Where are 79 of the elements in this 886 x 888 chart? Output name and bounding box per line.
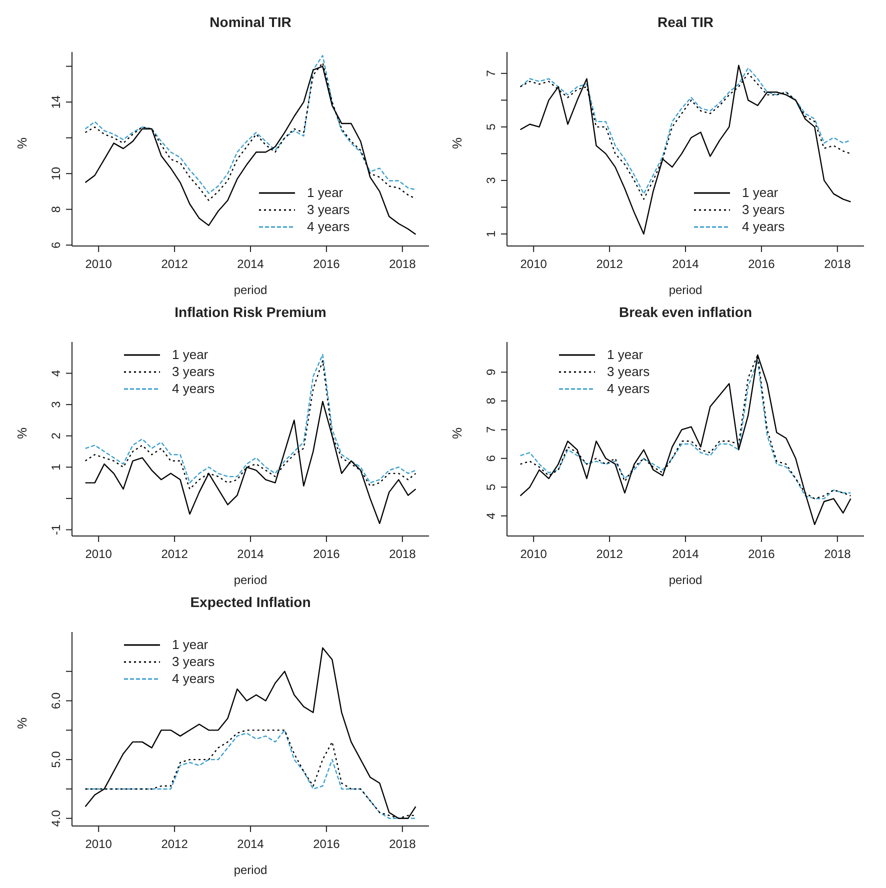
- x-tick-label: 2014: [237, 547, 264, 561]
- x-tick-label: 2018: [389, 837, 416, 851]
- x-tick-label: 2010: [520, 547, 548, 561]
- x-tick-label: 2010: [85, 837, 112, 851]
- y-tick-label: 1: [49, 464, 63, 471]
- chart-title: Nominal TIR: [208, 14, 292, 30]
- x-tick-label: 2014: [672, 547, 700, 561]
- y-axis-title: %: [450, 427, 465, 439]
- x-axis-title: period: [234, 573, 268, 587]
- y-tick-label: 8: [49, 206, 63, 213]
- legend-label: 1 year: [742, 185, 778, 200]
- y-tick-label: 4: [484, 512, 498, 520]
- y-tick-label: 3: [49, 400, 63, 408]
- y-tick-label: 10: [49, 166, 63, 180]
- y-axis-title: %: [14, 717, 30, 729]
- x-tick-label: 2016: [313, 547, 340, 561]
- legend-label: 3 years: [742, 202, 785, 217]
- y-tick-label: 1: [484, 230, 498, 238]
- x-tick-label: 2016: [313, 837, 340, 851]
- x-tick-label: 2014: [672, 257, 700, 271]
- x-tick-label: 2010: [85, 257, 112, 271]
- y-tick-label: 7: [484, 426, 498, 434]
- legend-label: 4 years: [607, 381, 650, 396]
- y-axis-title: %: [450, 137, 465, 149]
- x-tick-label: 2014: [237, 837, 264, 851]
- x-tick-label: 2010: [520, 257, 548, 271]
- x-tick-label: 2012: [161, 257, 188, 271]
- y-tick-label: 5: [484, 483, 498, 490]
- x-tick-label: 2012: [161, 837, 188, 851]
- line-series: [520, 64, 852, 235]
- y-tick-label: 2: [49, 432, 63, 440]
- legend-label: 3 years: [172, 654, 215, 669]
- legend-label: 1 year: [607, 347, 644, 362]
- x-tick-label: 2016: [748, 257, 776, 271]
- legend-label: 4 years: [307, 219, 350, 234]
- x-tick-label: 2018: [389, 547, 416, 561]
- x-axis-title: period: [234, 863, 268, 877]
- y-tick-label: 14: [49, 95, 63, 109]
- y-tick-label: 4: [49, 370, 63, 377]
- chart-title: Inflation Risk Premium: [174, 304, 328, 320]
- x-tick-label: 2018: [389, 257, 416, 271]
- x-tick-label: 2018: [824, 547, 852, 561]
- y-tick-label: 6: [49, 241, 63, 248]
- legend-label: 1 year: [172, 347, 208, 362]
- x-tick-label: 2012: [596, 257, 624, 271]
- y-tick-label: 6: [484, 454, 498, 462]
- x-tick-label: 2016: [748, 547, 776, 561]
- chart-title: Expected Inflation: [189, 594, 312, 610]
- x-axis-title: period: [668, 573, 702, 587]
- x-tick-label: 2010: [85, 547, 112, 561]
- y-axis-title: %: [14, 137, 30, 149]
- y-tick-label: 9: [484, 368, 498, 376]
- legend-label: 4 years: [742, 219, 785, 234]
- x-axis-title: period: [668, 283, 702, 297]
- y-tick-label: 5.0: [49, 750, 63, 768]
- chart-title: Real TIR: [656, 14, 714, 30]
- y-tick-label: 8: [484, 397, 498, 404]
- legend-label: 3 years: [607, 364, 650, 379]
- legend-label: 3 years: [172, 364, 215, 379]
- y-axis-title: %: [14, 427, 30, 439]
- line-series: [84, 66, 416, 235]
- x-tick-label: 2016: [313, 257, 340, 271]
- legend-label: 4 years: [172, 671, 215, 686]
- x-tick-label: 2012: [596, 547, 624, 561]
- y-tick-label: -1: [49, 524, 63, 536]
- x-tick-label: 2018: [824, 257, 852, 271]
- y-tick-label: 6.0: [49, 692, 63, 710]
- legend-label: 1 year: [307, 185, 344, 200]
- legend-label: 4 years: [172, 381, 215, 396]
- x-axis-title: period: [234, 283, 268, 297]
- x-tick-label: 2014: [237, 257, 264, 271]
- x-tick-label: 2012: [161, 547, 188, 561]
- legend-label: 3 years: [307, 202, 350, 217]
- chart-title: Break even inflation: [618, 304, 754, 320]
- legend-label: 1 year: [172, 637, 208, 652]
- y-tick-label: 4.0: [49, 810, 63, 827]
- y-tick-label: 5: [484, 123, 498, 130]
- y-tick-label: 7: [484, 70, 498, 77]
- y-tick-label: 3: [484, 176, 498, 184]
